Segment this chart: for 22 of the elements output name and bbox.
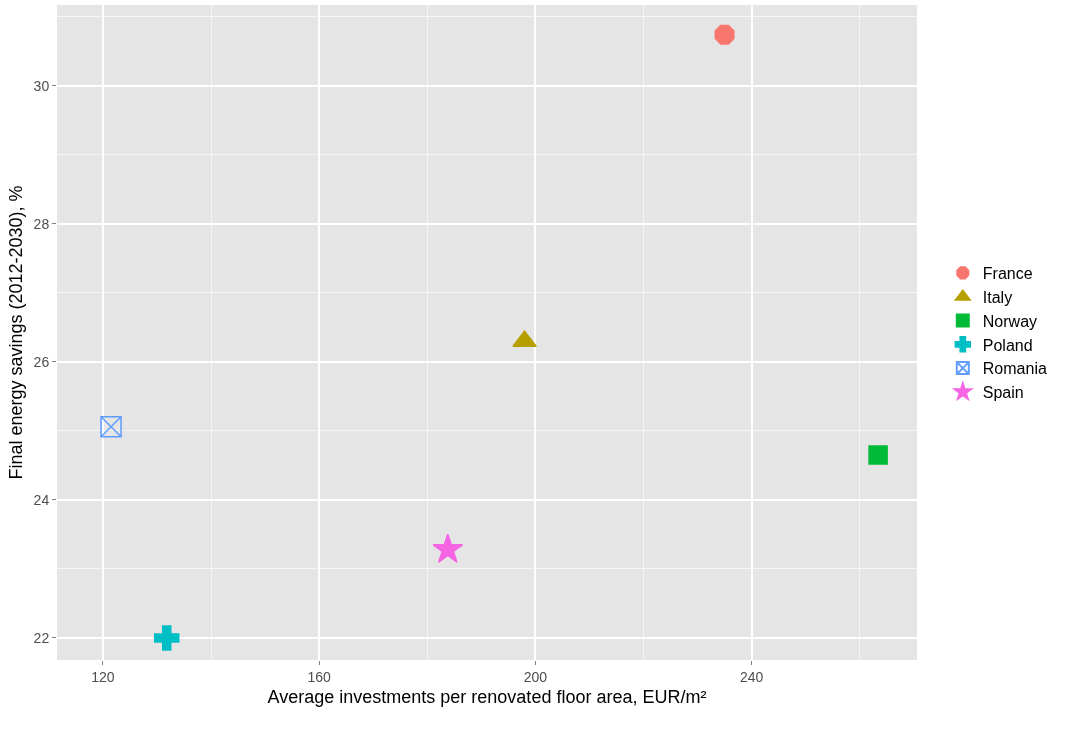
x-tick-label: 120: [91, 668, 115, 685]
point: [432, 533, 464, 563]
legend-label: Poland: [982, 336, 1033, 354]
y-tick-label: 30: [33, 77, 50, 94]
y-tick-label: 26: [33, 353, 50, 370]
x-axis-title: Average investments per renovated floor area, EUR/m²: [267, 686, 707, 707]
point: [868, 445, 888, 465]
point: [100, 415, 122, 438]
x-tick-label: 200: [523, 668, 548, 685]
legend-label: Italy: [982, 288, 1013, 306]
point: [714, 24, 735, 45]
x-tick-label: 160: [307, 668, 332, 685]
legend-label: France: [982, 265, 1033, 283]
y-tick-label: 28: [33, 215, 50, 232]
point: [153, 625, 180, 651]
y-tick-label: 24: [33, 491, 50, 508]
legend-label: Romania: [982, 360, 1047, 378]
legend-label: Spain: [982, 384, 1024, 402]
y-axis-title: Final energy savings (2012-2030), %: [5, 185, 26, 480]
y-tick-label: 22: [33, 629, 50, 646]
legend-label: Norway: [982, 312, 1038, 330]
x-tick-label: 240: [739, 668, 764, 685]
